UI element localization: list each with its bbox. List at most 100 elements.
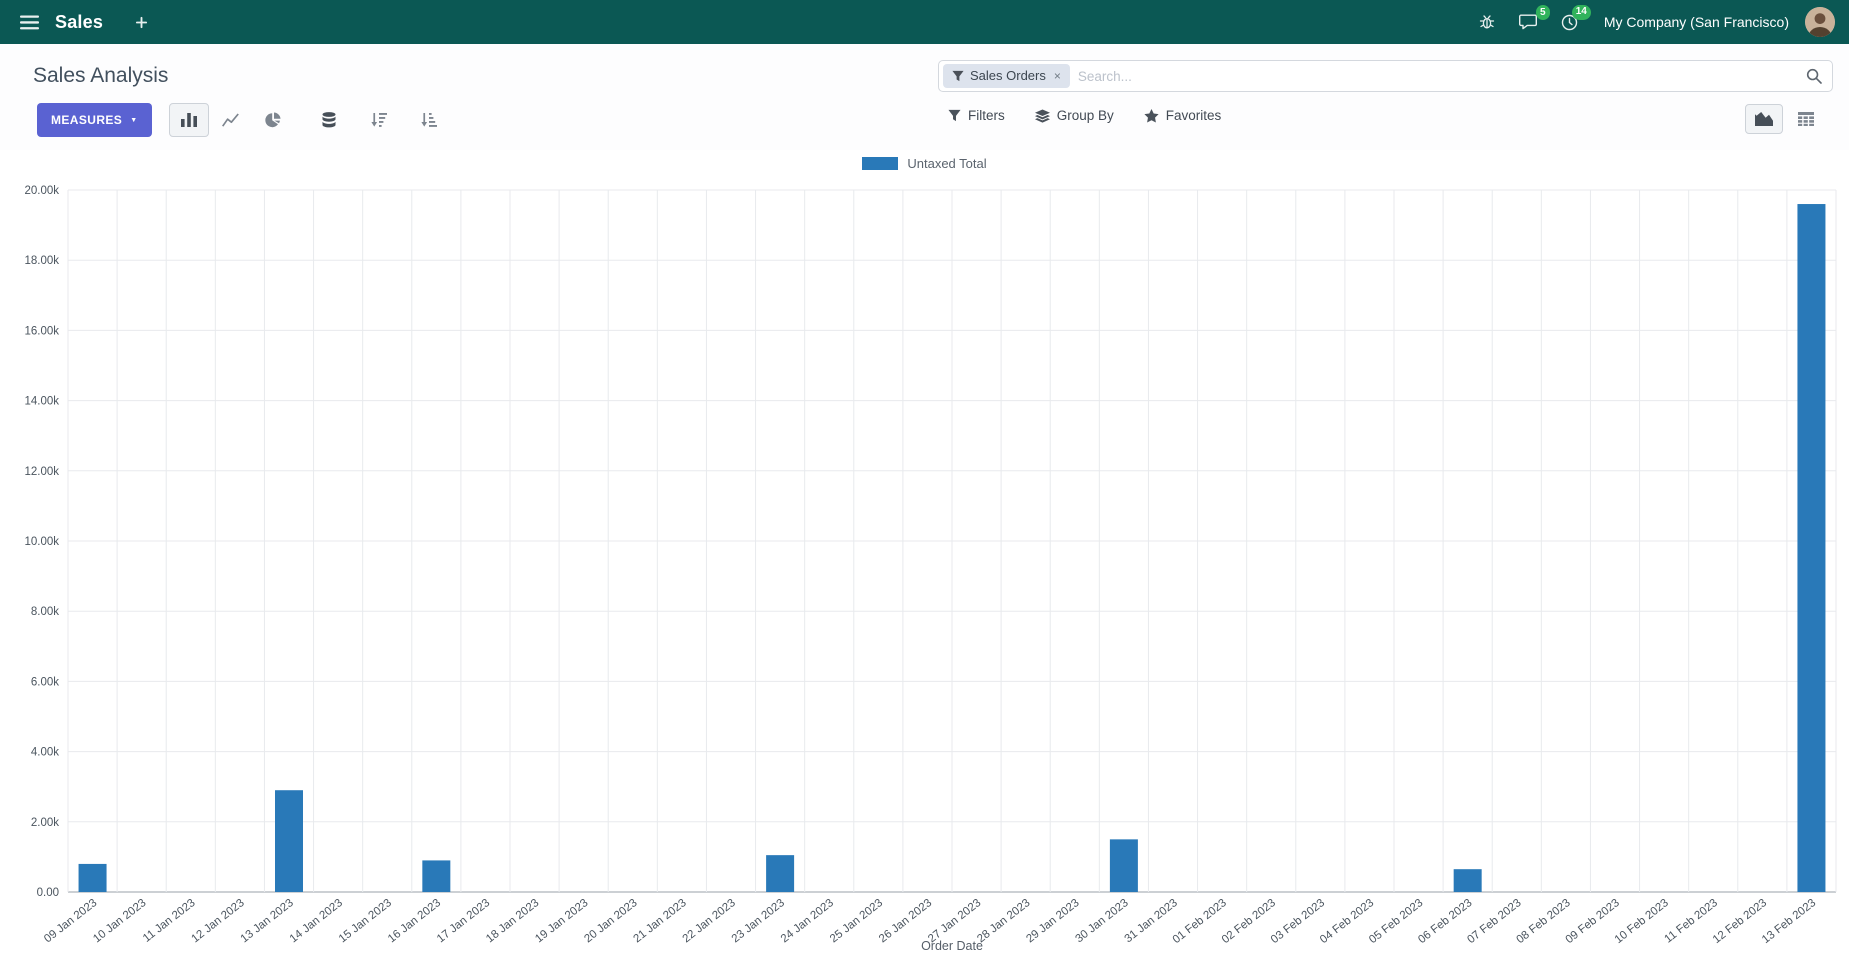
chart-bar[interactable] — [1109, 839, 1138, 892]
new-button[interactable] — [129, 10, 154, 35]
activities-button[interactable]: 14 — [1555, 4, 1591, 37]
pie-chart-button[interactable] — [253, 103, 293, 137]
company-switcher[interactable]: My Company (San Francisco) — [1603, 14, 1789, 30]
chat-bubble-icon — [1518, 14, 1537, 30]
chart-bar[interactable] — [1453, 869, 1482, 892]
x-tick-label: 23 Jan 2023 — [730, 897, 787, 945]
search-facet-sales-orders[interactable]: Sales Orders × — [943, 63, 1070, 89]
line-chart-icon — [222, 113, 239, 127]
y-tick-label: 2.00k — [31, 817, 59, 829]
chart-bar[interactable] — [78, 863, 107, 892]
stacked-toggle-button[interactable] — [309, 103, 349, 137]
chart-legend[interactable]: Untaxed Total — [0, 150, 1849, 176]
facet-label: Sales Orders — [970, 68, 1046, 84]
x-tick-label: 29 Jan 2023 — [1024, 897, 1081, 945]
graph-view: Untaxed Total 0.00 2.00k 4.00k 6.00k 8.00k 10… — [0, 150, 1849, 958]
y-tick-label: 16.00k — [24, 325, 59, 337]
x-axis-title: Order Date — [921, 939, 983, 953]
pie-chart-icon — [264, 112, 281, 128]
navbar-left: Sales — [14, 9, 154, 36]
graph-view-button[interactable] — [1745, 104, 1783, 134]
messages-button[interactable]: 5 — [1513, 5, 1550, 36]
bar-chart-button[interactable] — [168, 103, 209, 137]
chart-bar[interactable] — [1797, 204, 1826, 893]
y-tick-label: 10.00k — [24, 536, 59, 548]
filters-label: Filters — [968, 108, 1005, 123]
search-input[interactable] — [1077, 68, 1798, 84]
bar-chart-icon — [180, 113, 197, 127]
control-panel: Sales Analysis Sales Orders × MEASURES ▼ — [0, 44, 1849, 150]
caret-down-icon: ▼ — [130, 116, 138, 124]
filter-icon — [952, 70, 964, 82]
database-icon — [322, 112, 336, 128]
x-tick-label: 30 Jan 2023 — [1073, 897, 1130, 945]
area-chart-icon — [1755, 112, 1773, 126]
x-tick-label: 14 Jan 2023 — [288, 897, 345, 945]
x-tick-label: 13 Feb 2023 — [1760, 897, 1818, 946]
y-tick-label: 20.00k — [24, 185, 59, 197]
bar-chart: 0.00 2.00k 4.00k 6.00k 8.00k 10.00k 12.00k 14.0… — [24, 185, 1837, 953]
search-icon[interactable] — [1806, 68, 1822, 84]
sort-descending-button[interactable] — [359, 103, 399, 137]
bug-icon — [1479, 15, 1494, 29]
y-tick-label: 0.00 — [37, 887, 59, 899]
pivot-grid-icon — [1798, 112, 1814, 126]
measures-label: MEASURES — [51, 113, 123, 127]
sort-ascending-button[interactable] — [409, 103, 449, 137]
sort-amount-asc-icon — [420, 113, 437, 127]
facet-remove-icon[interactable]: × — [1053, 68, 1061, 83]
plus-icon — [135, 16, 148, 28]
x-tick-label: 24 Jan 2023 — [779, 897, 836, 945]
x-tick-label: 17 Jan 2023 — [435, 897, 492, 945]
user-avatar[interactable] — [1805, 7, 1835, 37]
sort-amount-desc-icon — [370, 113, 387, 127]
x-tick-label: 12 Jan 2023 — [189, 897, 246, 945]
menu-toggle-button[interactable] — [14, 9, 45, 36]
hamburger-icon — [20, 15, 39, 29]
x-tick-label: 25 Jan 2023 — [828, 897, 885, 945]
measures-button[interactable]: MEASURES ▼ — [37, 103, 152, 137]
x-tick-label: 10 Feb 2023 — [1613, 897, 1671, 946]
search-options: Filters Group By Favorites — [948, 108, 1221, 123]
filters-dropdown[interactable]: Filters — [948, 108, 1005, 123]
x-tick-label: 28 Jan 2023 — [975, 897, 1032, 945]
app-name[interactable]: Sales — [55, 11, 104, 32]
favorites-dropdown[interactable]: Favorites — [1144, 108, 1221, 123]
search-bar[interactable]: Sales Orders × — [938, 60, 1833, 92]
page-title: Sales Analysis — [33, 64, 169, 87]
avatar-image — [1805, 7, 1835, 37]
y-tick-label: 8.00k — [31, 606, 59, 618]
x-tick-label: 22 Jan 2023 — [681, 897, 738, 945]
x-tick-label: 09 Jan 2023 — [42, 897, 99, 945]
view-switcher — [1745, 104, 1825, 134]
chart-bar[interactable] — [766, 855, 795, 892]
x-tick-label: 18 Jan 2023 — [484, 897, 541, 945]
y-tick-label: 12.00k — [24, 466, 59, 478]
chart-bar[interactable] — [422, 860, 451, 892]
chart-tools — [309, 103, 449, 137]
y-tick-label: 14.00k — [24, 396, 59, 408]
x-tick-label: 19 Jan 2023 — [533, 897, 590, 945]
x-tick-label: 15 Jan 2023 — [337, 897, 394, 945]
messages-badge: 5 — [1535, 5, 1550, 20]
control-panel-top-row: Sales Analysis Sales Orders × — [0, 44, 1849, 92]
x-tick-label: 16 Jan 2023 — [386, 897, 443, 945]
debug-button[interactable] — [1473, 8, 1501, 36]
chart-bar[interactable] — [275, 790, 303, 892]
filter-icon — [948, 109, 961, 122]
group-by-dropdown[interactable]: Group By — [1034, 108, 1114, 123]
y-tick-label: 4.00k — [31, 747, 59, 759]
y-tick-label: 6.00k — [31, 676, 59, 688]
legend-swatch — [862, 156, 899, 170]
activities-badge: 14 — [1571, 4, 1591, 20]
y-tick-label: 18.00k — [24, 255, 59, 267]
x-tick-label: 20 Jan 2023 — [582, 897, 639, 945]
chart-type-switcher — [168, 103, 293, 137]
pivot-view-button[interactable] — [1787, 104, 1825, 134]
x-tick-label: 13 Jan 2023 — [239, 897, 296, 945]
x-tick-label: 11 Jan 2023 — [141, 897, 198, 945]
x-tick-label: 21 Jan 2023 — [631, 897, 688, 945]
group-by-label: Group By — [1056, 108, 1114, 123]
top-navbar: Sales 5 14 My Company (San Francisco) — [0, 0, 1849, 44]
line-chart-button[interactable] — [211, 103, 251, 137]
